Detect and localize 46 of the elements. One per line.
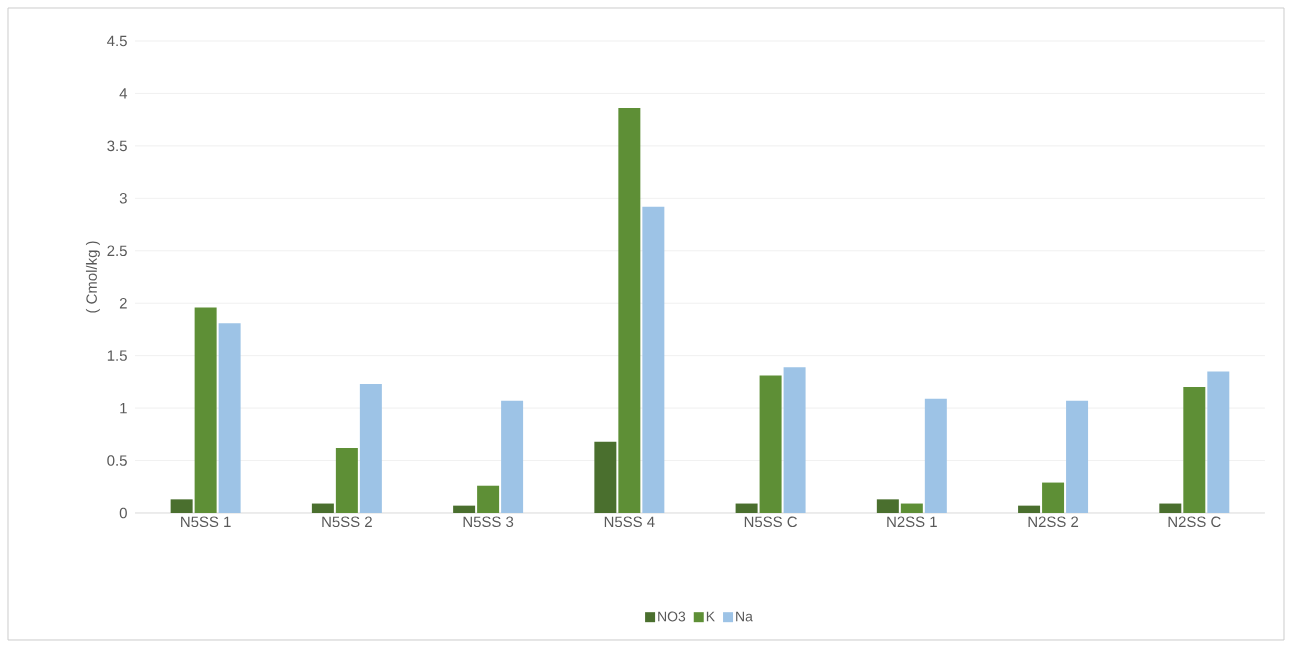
- x-tick-label: N5SS 4: [604, 516, 655, 528]
- x-tick-label: N5SS 2: [322, 516, 372, 528]
- legend-label: K: [706, 611, 715, 622]
- bar: [642, 206, 665, 513]
- bar: [594, 441, 617, 513]
- y-tick-label: 1.5: [107, 350, 127, 361]
- y-axis-title: ( Cmol/kg ): [85, 241, 100, 313]
- x-tick-label: N2SS 2: [1028, 516, 1079, 528]
- bar: [335, 447, 358, 513]
- bar: [735, 503, 758, 513]
- x-tick-label: N2SS C: [1168, 516, 1221, 528]
- bar: [1207, 371, 1230, 513]
- x-tick-label: N5SS 1: [181, 516, 231, 528]
- y-tick-label: 0.5: [107, 455, 127, 466]
- x-tick-label: N2SS 1: [887, 516, 937, 528]
- y-tick-label: 0: [119, 507, 127, 519]
- bar: [170, 499, 193, 513]
- legend-label: NO3: [658, 611, 686, 622]
- y-tick-label: 3.5: [107, 140, 127, 152]
- bar: [1066, 400, 1089, 513]
- y-tick-label: 4: [119, 88, 128, 99]
- bar: [218, 323, 241, 513]
- y-tick-label: 2.5: [107, 245, 127, 257]
- bar: [477, 485, 500, 513]
- bar: [359, 383, 382, 513]
- bar: [876, 499, 899, 513]
- bar: [1018, 505, 1041, 513]
- bar: [1159, 503, 1182, 513]
- bar: [924, 398, 947, 513]
- x-tick-label: N5SS 3: [463, 516, 514, 528]
- bar: [1183, 387, 1206, 513]
- bar: [618, 108, 641, 513]
- bar: [900, 503, 923, 513]
- y-tick-label: 3: [119, 193, 127, 204]
- y-tick-label: 4.5: [107, 35, 127, 47]
- y-tick-label: 2: [119, 297, 127, 309]
- bar: [501, 400, 524, 513]
- bar: [311, 503, 334, 513]
- bar: [783, 367, 806, 513]
- y-tick-label: 1: [120, 402, 127, 414]
- bar: [453, 505, 476, 513]
- legend-label: Na: [736, 611, 753, 622]
- bar: [759, 375, 782, 513]
- bar: [1042, 482, 1065, 513]
- x-tick-label: N5SS C: [744, 516, 797, 528]
- bar: [194, 307, 217, 513]
